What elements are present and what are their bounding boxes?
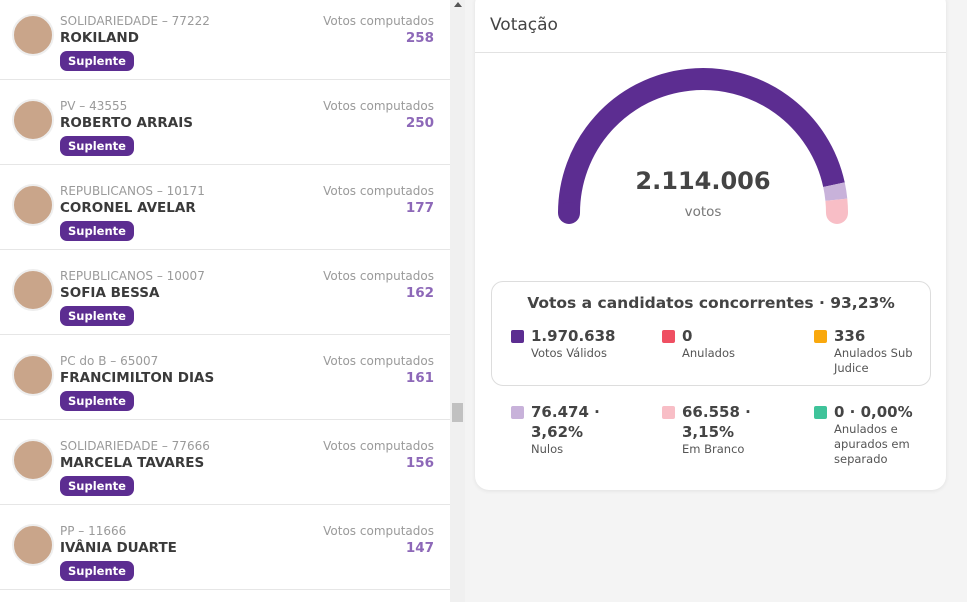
candidate-name: ROKILAND xyxy=(60,30,139,46)
candidate-row: REPUBLICANOS – 10171 CORONEL AVELAR Suplen… xyxy=(0,165,450,250)
item-label: Anulados e apurados em separado xyxy=(834,422,910,466)
item-value: 0 xyxy=(682,327,693,345)
vote-card: Votação 2.114.006 votos Votos a candidat… xyxy=(475,0,946,490)
avatar xyxy=(12,439,54,481)
candidate-name: MARCELA TAVARES xyxy=(60,455,205,471)
votes-label: Votos computados xyxy=(323,184,434,198)
party: SOLIDARIEDADE – 77666 xyxy=(60,439,210,453)
swatch xyxy=(511,330,524,343)
legend-item: 66.558 · 3,15% Em Branco xyxy=(662,402,780,457)
gauge: 2.114.006 votos xyxy=(558,68,848,224)
candidate-name: ROBERTO ARRAIS xyxy=(60,115,193,131)
gauge-segment xyxy=(558,68,845,214)
party: PC do B – 65007 xyxy=(60,354,159,368)
item-label: Votos Válidos xyxy=(531,346,607,360)
votes: 177 xyxy=(405,200,434,216)
party: SOLIDARIEDADE – 77222 xyxy=(60,14,210,28)
arc-cap xyxy=(558,202,580,224)
candidate-row: SOLIDARIEDADE – 77666 MARCELA TAVARES Supl… xyxy=(0,420,450,505)
status-badge: Suplente xyxy=(60,136,134,156)
avatar xyxy=(12,524,54,566)
votes: 162 xyxy=(405,285,434,301)
item-value: 76.474 · 3,62% xyxy=(531,403,600,441)
item-label: Anulados xyxy=(682,346,736,360)
status-badge: Suplente xyxy=(60,306,134,326)
votes-label: Votos computados xyxy=(323,99,434,113)
party: REPUBLICANOS – 10171 xyxy=(60,184,205,198)
legend-item: 1.970.638 Votos Válidos xyxy=(511,326,629,361)
box-title: Votos a candidatos concorrentes · 93,23% xyxy=(527,294,895,312)
legend-item: 0 Anulados xyxy=(662,326,780,361)
swatch xyxy=(814,330,827,343)
card-title: Votação xyxy=(490,15,558,35)
item-value: 336 xyxy=(834,327,866,345)
party: REPUBLICANOS – 10007 xyxy=(60,269,205,283)
legend-box: Votos a candidatos concorrentes · 93,23% xyxy=(491,281,931,386)
gauge-segment xyxy=(823,182,848,201)
candidate-name: SOFIA BESSA xyxy=(60,285,160,301)
status-badge: Suplente xyxy=(60,221,134,241)
votes-label: Votos computados xyxy=(323,439,434,453)
candidate-name: CORONEL AVELAR xyxy=(60,200,196,216)
candidate-name: FRANCIMILTON DIAS xyxy=(60,370,215,386)
status-badge: Suplente xyxy=(60,391,134,411)
candidate-name: IVÂNIA DUARTE xyxy=(60,540,177,556)
candidate-row: PP – 11666 IVÂNIA DUARTE Suplente Votos com… xyxy=(0,505,450,590)
party: PP – 11666 xyxy=(60,524,127,538)
legend-item: 76.474 · 3,62% Nulos xyxy=(511,402,629,457)
status-badge: Suplente xyxy=(60,476,134,496)
votes: 156 xyxy=(405,455,434,471)
votes-label: Votos computados xyxy=(323,269,434,283)
votes-label: Votos computados xyxy=(323,14,434,28)
status-badge: Suplente xyxy=(60,51,134,71)
avatar xyxy=(12,354,54,396)
candidate-row: PC do B – 65007 FRANCIMILTON DIAS Suplente… xyxy=(0,335,450,420)
legend-item: 0 · 0,00% Anulados e apurados em separado xyxy=(814,402,932,467)
avatar xyxy=(12,184,54,226)
candidate-row: PV – 43555 ROBERTO ARRAIS Suplente Votos co… xyxy=(0,80,450,165)
swatch xyxy=(662,330,675,343)
scroll-thumb[interactable] xyxy=(452,403,463,422)
legend-item: 336 Anulados Sub Judice xyxy=(814,326,932,376)
item-value: 0 · 0,00% xyxy=(834,403,913,421)
item-label: Em Branco xyxy=(682,442,745,456)
item-label: Nulos xyxy=(531,442,564,456)
item-label: Anulados Sub Judice xyxy=(834,346,913,375)
votes-label: Votos computados xyxy=(323,354,434,368)
candidate-list: SOLIDARIEDADE – 77222 ROKILAND Suplente Vot… xyxy=(0,0,450,602)
votes: 161 xyxy=(405,370,434,386)
avatar xyxy=(12,269,54,311)
scroll-arrow[interactable] xyxy=(454,2,462,7)
votes-label: Votos computados xyxy=(323,524,434,538)
party: PV – 43555 xyxy=(60,99,128,113)
swatch xyxy=(662,406,675,419)
total-unit: votos xyxy=(685,204,722,220)
status-badge: Suplente xyxy=(60,561,134,581)
item-value: 1.970.638 xyxy=(531,327,616,345)
swatch xyxy=(814,406,827,419)
votes: 147 xyxy=(405,540,434,556)
swatch xyxy=(511,406,524,419)
votes: 258 xyxy=(405,30,434,46)
scrollbar[interactable] xyxy=(450,0,465,602)
avatar xyxy=(12,14,54,56)
votes: 250 xyxy=(405,115,434,131)
candidate-row: SOLIDARIEDADE – 77222 ROKILAND Suplente Vot… xyxy=(0,0,450,80)
total: 2.114.006 xyxy=(635,167,770,195)
candidate-row: REPUBLICANOS – 10007 SOFIA BESSA Suplente V… xyxy=(0,250,450,335)
item-value: 66.558 · 3,15% xyxy=(682,403,751,441)
divider xyxy=(475,52,946,53)
arc-cap xyxy=(826,202,848,224)
avatar xyxy=(12,99,54,141)
